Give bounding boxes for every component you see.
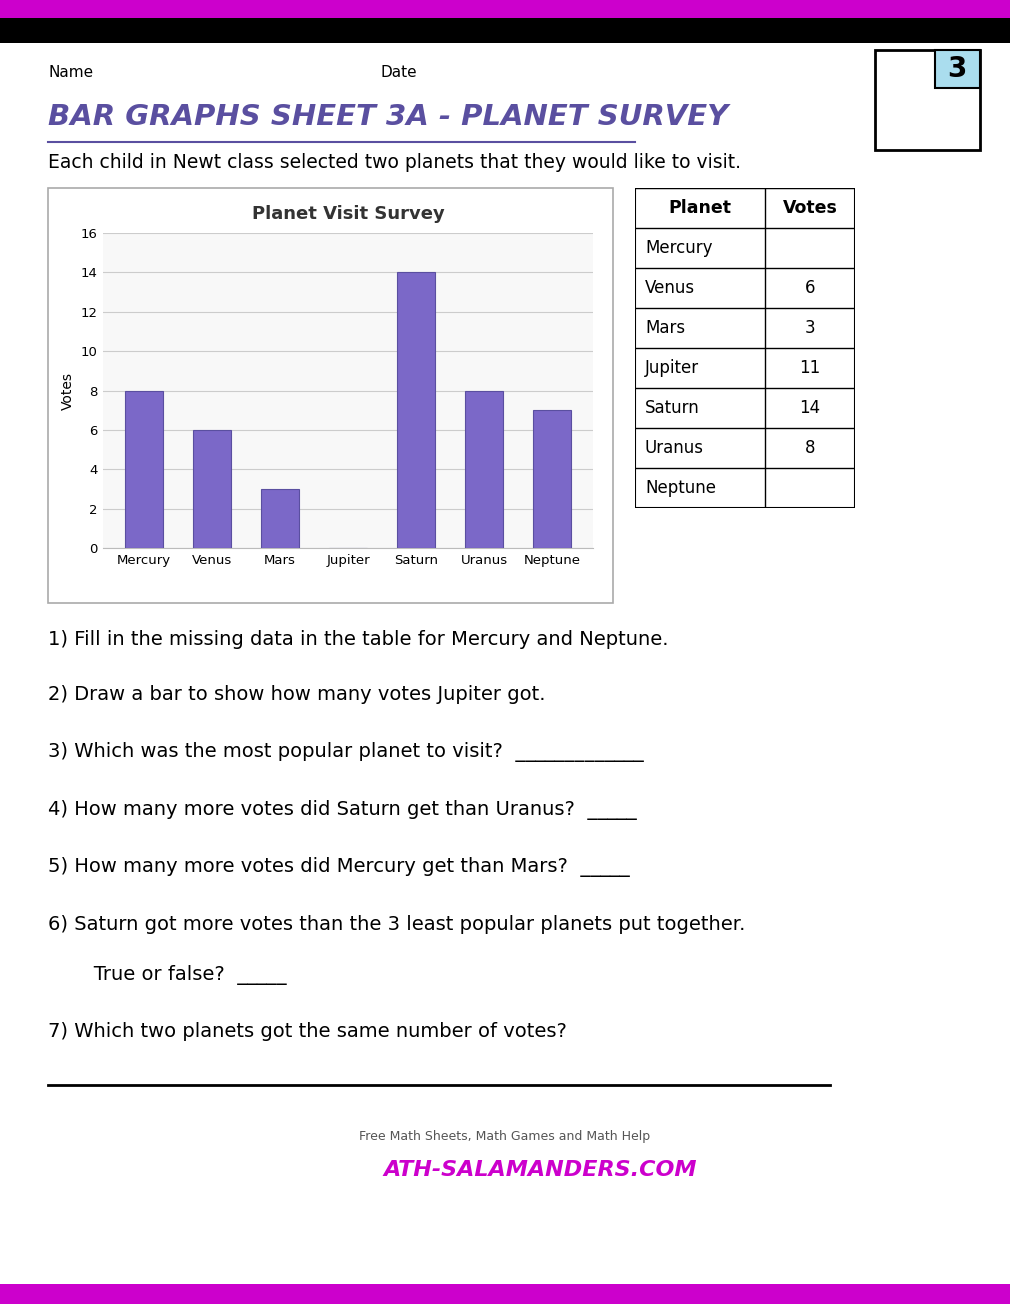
Text: 2) Draw a bar to show how many votes Jupiter got.: 2) Draw a bar to show how many votes Jup… <box>48 685 545 704</box>
Bar <box>48 188 613 602</box>
Text: ATH-SALAMANDERS.COM: ATH-SALAMANDERS.COM <box>383 1161 697 1180</box>
Y-axis label: Votes: Votes <box>61 372 75 409</box>
Title: Planet Visit Survey: Planet Visit Survey <box>251 205 444 223</box>
Bar <box>0 0 1010 18</box>
Text: 3: 3 <box>947 55 967 83</box>
Text: Jupiter: Jupiter <box>645 359 699 377</box>
Bar <box>533 411 571 548</box>
Text: 6) Saturn got more votes than the 3 least popular planets put together.: 6) Saturn got more votes than the 3 leas… <box>48 915 745 934</box>
Bar <box>397 273 434 548</box>
Text: Neptune: Neptune <box>645 479 716 497</box>
Text: Planet: Planet <box>669 200 731 216</box>
Bar <box>262 489 299 548</box>
Bar <box>0 18 1010 43</box>
Bar <box>875 50 980 150</box>
Text: Saturn: Saturn <box>645 399 700 417</box>
Bar <box>193 430 230 548</box>
Text: 6: 6 <box>805 279 815 297</box>
Text: BAR GRAPHS SHEET 3A - PLANET SURVEY: BAR GRAPHS SHEET 3A - PLANET SURVEY <box>48 103 728 130</box>
Text: 14: 14 <box>800 399 820 417</box>
Text: Free Math Sheets, Math Games and Math Help: Free Math Sheets, Math Games and Math He… <box>360 1131 650 1144</box>
Text: 3: 3 <box>805 319 815 336</box>
Bar <box>0 1284 1010 1304</box>
Bar <box>125 390 163 548</box>
Text: 3) Which was the most popular planet to visit?  _____________: 3) Which was the most popular planet to … <box>48 742 643 762</box>
Bar <box>466 390 503 548</box>
Bar <box>935 50 980 87</box>
Text: 1) Fill in the missing data in the table for Mercury and Neptune.: 1) Fill in the missing data in the table… <box>48 630 669 649</box>
Text: Name: Name <box>48 65 93 80</box>
Text: Venus: Venus <box>645 279 695 297</box>
Text: 11: 11 <box>799 359 820 377</box>
Text: Mars: Mars <box>645 319 685 336</box>
Text: Each child in Newt class selected two planets that they would like to visit.: Each child in Newt class selected two pl… <box>48 153 741 172</box>
Text: 7) Which two planets got the same number of votes?: 7) Which two planets got the same number… <box>48 1022 567 1041</box>
Text: 5) How many more votes did Mercury get than Mars?  _____: 5) How many more votes did Mercury get t… <box>48 857 630 878</box>
Text: 4) How many more votes did Saturn get than Uranus?  _____: 4) How many more votes did Saturn get th… <box>48 799 636 820</box>
Text: Mercury: Mercury <box>645 239 712 257</box>
Text: Date: Date <box>380 65 416 80</box>
Text: 8: 8 <box>805 439 815 456</box>
Text: True or false?  _____: True or false? _____ <box>75 965 287 985</box>
Text: Votes: Votes <box>783 200 837 216</box>
Text: Uranus: Uranus <box>645 439 704 456</box>
